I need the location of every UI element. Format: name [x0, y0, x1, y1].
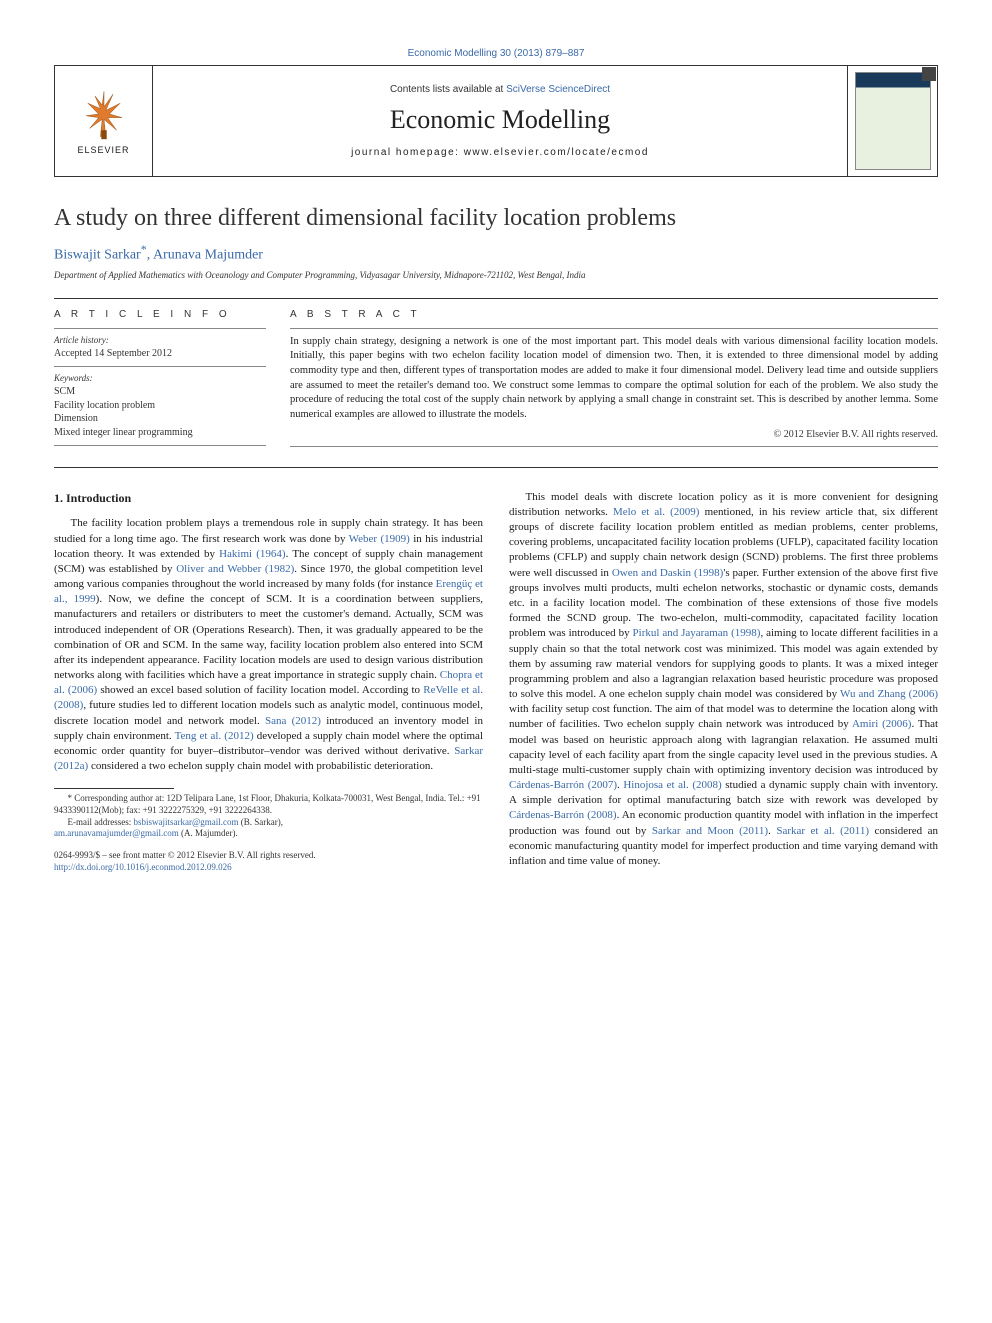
citation-link[interactable]: Cárdenas-Barrón (2008)	[509, 809, 617, 821]
contents-prefix: Contents lists available at	[390, 84, 506, 95]
authors-line: Biswajit Sarkar*, Arunava Majumder	[54, 242, 938, 264]
body-columns: 1. Introduction The facility location pr…	[54, 490, 938, 874]
abstract-column: A B S T R A C T In supply chain strategy…	[290, 309, 938, 453]
info-rule-2	[54, 366, 266, 367]
header-center: Contents lists available at SciVerse Sci…	[153, 66, 847, 176]
journal-header: ELSEVIER Contents lists available at Sci…	[54, 65, 938, 177]
citation-link[interactable]: Wu and Zhang (2006)	[840, 688, 938, 700]
front-matter-text: 0264-9993/$ – see front matter © 2012 El…	[54, 850, 483, 862]
author-2[interactable]: , Arunava Majumder	[147, 248, 263, 263]
keyword-item: Dimension	[54, 412, 266, 426]
email-link-2[interactable]: am.arunavamajumder@gmail.com	[54, 828, 179, 838]
elsevier-tree-icon	[77, 87, 131, 141]
info-rule-3	[54, 445, 266, 446]
keyword-item: Facility location problem	[54, 399, 266, 413]
cover-thumbnail-cell	[847, 66, 937, 176]
abs-rule-2	[290, 446, 938, 447]
publisher-logo-cell: ELSEVIER	[55, 66, 153, 176]
doi-link[interactable]: http://dx.doi.org/10.1016/j.econmod.2012…	[54, 862, 483, 874]
email-link-1[interactable]: bsbiswajitsarkar@gmail.com	[133, 817, 238, 827]
keywords-heading: Keywords:	[54, 373, 266, 383]
history-heading: Article history:	[54, 335, 266, 345]
article-info-column: A R T I C L E I N F O Article history: A…	[54, 309, 266, 453]
article-title: A study on three different dimensional f…	[54, 205, 938, 232]
citation-link[interactable]: Hakimi (1964)	[219, 548, 286, 560]
rule-top	[54, 298, 938, 299]
citation-link[interactable]: Teng et al. (2012)	[175, 730, 254, 742]
abs-rule-1	[290, 328, 938, 329]
contents-available: Contents lists available at SciVerse Sci…	[390, 84, 610, 95]
publisher-name: ELSEVIER	[77, 145, 129, 155]
email-label: E-mail addresses:	[68, 817, 134, 827]
section-heading-intro: 1. Introduction	[54, 490, 483, 507]
keywords-list: SCM Facility location problem Dimension …	[54, 385, 266, 439]
keyword-item: SCM	[54, 385, 266, 399]
journal-cover-icon	[855, 72, 931, 170]
info-rule-1	[54, 328, 266, 329]
citation-link[interactable]: Oliver and Webber (1982)	[176, 563, 294, 575]
article-info-label: A R T I C L E I N F O	[54, 309, 266, 320]
citation-link[interactable]: Owen and Daskin (1998)	[612, 567, 724, 579]
journal-homepage[interactable]: journal homepage: www.elsevier.com/locat…	[351, 147, 649, 158]
corresponding-footnote: * Corresponding author at: 12D Telipara …	[54, 793, 483, 816]
abstract-label: A B S T R A C T	[290, 309, 938, 320]
citation-link[interactable]: Pirkul and Jayaraman (1998)	[633, 627, 761, 639]
body-para-2: This model deals with discrete location …	[509, 490, 938, 869]
email-footnote: E-mail addresses: bsbiswajitsarkar@gmail…	[54, 817, 483, 840]
rule-mid	[54, 467, 938, 468]
abstract-text: In supply chain strategy, designing a ne…	[290, 335, 938, 423]
footnote-rule	[54, 788, 174, 789]
keyword-item: Mixed integer linear programming	[54, 426, 266, 440]
citation-link[interactable]: Hinojosa et al. (2008)	[623, 779, 721, 791]
journal-ref-top[interactable]: Economic Modelling 30 (2013) 879–887	[54, 48, 938, 59]
journal-name: Economic Modelling	[390, 105, 610, 135]
citation-link[interactable]: Melo et al. (2009)	[613, 506, 699, 518]
front-matter-block: 0264-9993/$ – see front matter © 2012 El…	[54, 850, 483, 873]
citation-link[interactable]: Sana (2012)	[265, 715, 321, 727]
abstract-copyright: © 2012 Elsevier B.V. All rights reserved…	[290, 429, 938, 440]
affiliation: Department of Applied Mathematics with O…	[54, 270, 938, 280]
author-1[interactable]: Biswajit Sarkar	[54, 248, 141, 263]
citation-link[interactable]: Weber (1909)	[349, 533, 410, 545]
citation-link[interactable]: Amiri (2006)	[852, 718, 911, 730]
citation-link[interactable]: Cárdenas-Barrón (2007)	[509, 779, 617, 791]
history-text: Accepted 14 September 2012	[54, 347, 266, 361]
body-para-1: The facility location problem plays a tr…	[54, 516, 483, 774]
citation-link[interactable]: Sarkar et al. (2011)	[776, 825, 869, 837]
citation-link[interactable]: Sarkar and Moon (2011)	[652, 825, 768, 837]
sciencedirect-link[interactable]: SciVerse ScienceDirect	[506, 84, 610, 95]
